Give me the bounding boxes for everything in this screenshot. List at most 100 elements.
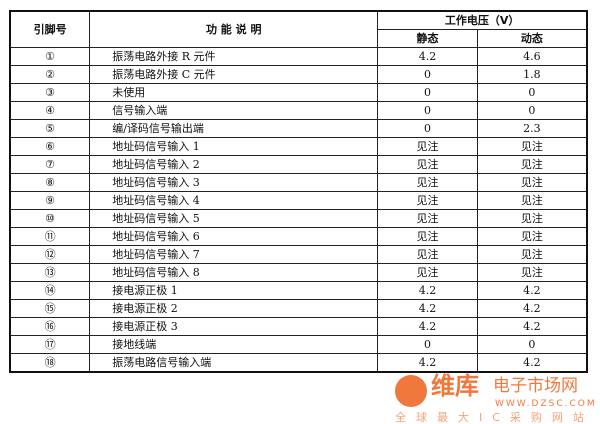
- header-dynamic: 动态: [476, 29, 588, 48]
- table-row: ⑮ 接电源正极 2 4.2 4.2: [9, 299, 588, 318]
- cell-pin: ⑩: [9, 209, 91, 228]
- table-row: ⑫ 地址码信号输入 7 见注 见注: [9, 245, 588, 264]
- cell-pin: ①: [9, 47, 91, 66]
- cell-function: 地址码信号输入 1: [89, 137, 379, 156]
- cell-dynamic: 1.8: [476, 65, 588, 84]
- table-row: ⑤ 编/译码信号输出端 0 2.3: [9, 119, 588, 138]
- cell-dynamic: 见注: [476, 227, 588, 246]
- cell-dynamic: 见注: [476, 263, 588, 282]
- cell-pin: ⑧: [9, 173, 91, 192]
- table-row: ⑧ 地址码信号输入 3 见注 见注: [9, 173, 588, 192]
- cell-static: 4.2: [377, 299, 478, 318]
- cell-pin: ⑦: [9, 155, 91, 174]
- watermark-url: WWW.DZSC.COM: [495, 399, 597, 409]
- cell-dynamic: 0: [476, 335, 588, 354]
- watermark-slogan: 全球最大IC采购网站: [395, 411, 594, 424]
- header-function: 功 能 说 明: [89, 10, 379, 48]
- table-row: ⑩ 地址码信号输入 5 见注 见注: [9, 209, 588, 228]
- cell-static: 见注: [377, 137, 478, 156]
- table-row: ① 振荡电路外接 R 元件 4.2 4.6: [9, 47, 588, 66]
- cell-pin: ③: [9, 83, 91, 102]
- cell-dynamic: 4.2: [476, 299, 588, 318]
- header-static: 静态: [377, 29, 478, 48]
- cell-dynamic: 见注: [476, 191, 588, 210]
- table-row: ⑦ 地址码信号输入 2 见注 见注: [9, 155, 588, 174]
- cell-dynamic: 4.2: [476, 353, 588, 373]
- cell-static: 0: [377, 83, 478, 102]
- watermark: 维库 电子市场网 WWW.DZSC.COM 全球最大IC采购网站: [395, 372, 595, 424]
- cell-pin: ⑭: [9, 281, 91, 300]
- table-row: ⑨ 地址码信号输入 4 见注 见注: [9, 191, 588, 210]
- cell-pin: ⑥: [9, 137, 91, 156]
- table-row: ⑪ 地址码信号输入 6 见注 见注: [9, 227, 588, 246]
- cell-static: 0: [377, 119, 478, 138]
- cell-dynamic: 4.6: [476, 47, 588, 66]
- cell-dynamic: 见注: [476, 173, 588, 192]
- cell-function: 信号输入端: [89, 101, 379, 120]
- cell-function: 地址码信号输入 6: [89, 227, 379, 246]
- cell-dynamic: 4.2: [476, 317, 588, 336]
- cell-pin: ⑯: [9, 317, 91, 336]
- cell-dynamic: 0: [476, 101, 588, 120]
- cell-static: 见注: [377, 227, 478, 246]
- cell-pin: ⑰: [9, 335, 91, 354]
- cell-pin: ⑫: [9, 245, 91, 264]
- cell-function: 地址码信号输入 7: [89, 245, 379, 264]
- cell-function: 地址码信号输入 8: [89, 263, 379, 282]
- cell-pin: ⑬: [9, 263, 91, 282]
- cell-dynamic: 见注: [476, 137, 588, 156]
- cell-function: 未使用: [89, 83, 379, 102]
- cell-pin: ⑨: [9, 191, 91, 210]
- cell-static: 4.2: [377, 281, 478, 300]
- watermark-sub: 电子市场网: [493, 376, 578, 396]
- cell-function: 振荡电路信号输入端: [89, 353, 379, 373]
- cell-static: 见注: [377, 263, 478, 282]
- table-row: ⑰ 接地线端 0 0: [9, 335, 588, 354]
- table-row: ③ 未使用 0 0: [9, 83, 588, 102]
- cell-pin: ⑮: [9, 299, 91, 318]
- cell-dynamic: 见注: [476, 245, 588, 264]
- cell-dynamic: 4.2: [476, 281, 588, 300]
- cell-function: 振荡电路外接 C 元件: [89, 65, 379, 84]
- cell-static: 0: [377, 101, 478, 120]
- cell-static: 见注: [377, 155, 478, 174]
- cell-pin: ④: [9, 101, 91, 120]
- cell-pin: ②: [9, 65, 91, 84]
- cell-function: 地址码信号输入 5: [89, 209, 379, 228]
- cell-pin: ⑱: [9, 353, 91, 373]
- cell-static: 见注: [377, 173, 478, 192]
- cell-static: 见注: [377, 191, 478, 210]
- header-pin: 引脚号: [9, 10, 91, 48]
- cell-dynamic: 见注: [476, 209, 588, 228]
- cell-pin: ⑤: [9, 119, 91, 138]
- cell-function: 地址码信号输入 4: [89, 191, 379, 210]
- pin-function-table: 引脚号 功 能 说 明 工作电压（V） 静态 动态 ① 振荡电路外接 R 元件 4.…: [9, 10, 588, 373]
- watermark-brand: 维库: [431, 372, 479, 400]
- cell-function: 振荡电路外接 R 元件: [89, 47, 379, 66]
- cell-function: 接电源正极 2: [89, 299, 379, 318]
- table-row: ② 振荡电路外接 C 元件 0 1.8: [9, 65, 588, 84]
- cell-static: 0: [377, 335, 478, 354]
- cell-static: 4.2: [377, 47, 478, 66]
- table-row: ⑥ 地址码信号输入 1 见注 见注: [9, 137, 588, 156]
- table-row: ④ 信号输入端 0 0: [9, 101, 588, 120]
- table-row: ⑯ 接电源正极 3 4.2 4.2: [9, 317, 588, 336]
- watermark-logo-icon: [395, 375, 427, 407]
- cell-function: 编/译码信号输出端: [89, 119, 379, 138]
- cell-pin: ⑪: [9, 227, 91, 246]
- table-row: ⑬ 地址码信号输入 8 见注 见注: [9, 263, 588, 282]
- table-row: ⑭ 接电源正极 1 4.2 4.2: [9, 281, 588, 300]
- cell-static: 见注: [377, 245, 478, 264]
- cell-static: 4.2: [377, 353, 478, 373]
- cell-static: 0: [377, 65, 478, 84]
- cell-function: 接电源正极 3: [89, 317, 379, 336]
- cell-dynamic: 0: [476, 83, 588, 102]
- cell-function: 接地线端: [89, 335, 379, 354]
- cell-function: 接电源正极 1: [89, 281, 379, 300]
- cell-function: 地址码信号输入 3: [89, 173, 379, 192]
- cell-static: 见注: [377, 209, 478, 228]
- table-row: ⑱ 振荡电路信号输入端 4.2 4.2: [9, 353, 588, 373]
- cell-static: 4.2: [377, 317, 478, 336]
- cell-dynamic: 见注: [476, 155, 588, 174]
- cell-dynamic: 2.3: [476, 119, 588, 138]
